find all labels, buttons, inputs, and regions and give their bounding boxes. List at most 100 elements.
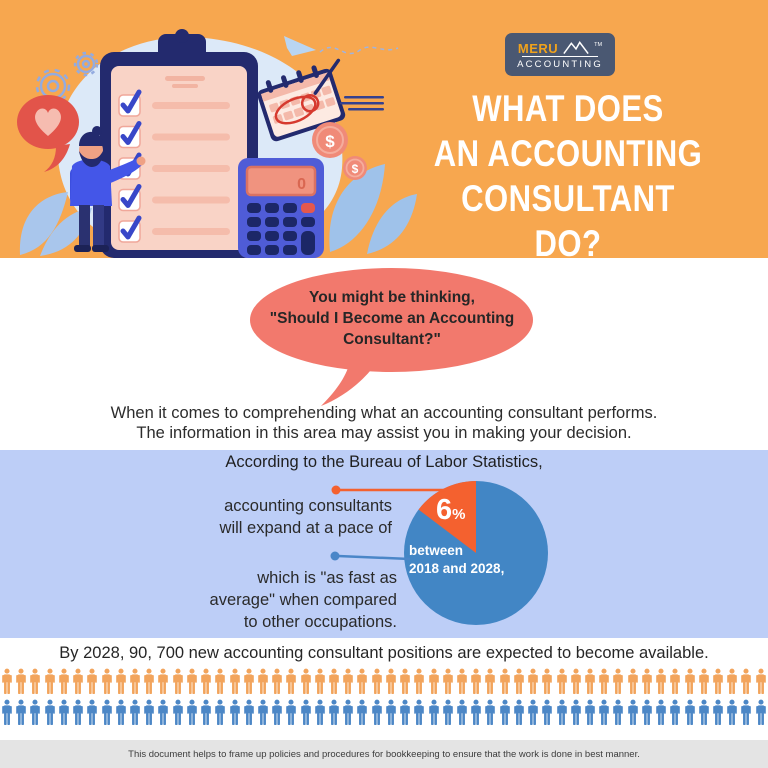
stats-callout-2: which is "as fast as average" when compa… bbox=[210, 567, 397, 633]
person-icon bbox=[670, 668, 681, 694]
person-icon bbox=[457, 668, 467, 694]
person-icon bbox=[44, 668, 55, 694]
person-icon bbox=[44, 699, 55, 725]
person-icon bbox=[755, 668, 766, 694]
person-icon bbox=[400, 668, 410, 694]
person-icon bbox=[599, 699, 609, 725]
person-icon bbox=[243, 699, 254, 725]
person-icon bbox=[101, 668, 112, 694]
person-icon bbox=[144, 668, 154, 694]
person-icon bbox=[698, 699, 709, 725]
pie-chart bbox=[330, 481, 548, 625]
person-icon bbox=[201, 699, 211, 725]
person-icon bbox=[556, 668, 567, 694]
checklist-rows bbox=[118, 89, 230, 243]
person-icon bbox=[642, 699, 652, 725]
brand-logo: MERU TM ACCOUNTING bbox=[505, 33, 615, 76]
person-icon bbox=[158, 699, 169, 725]
person-icon bbox=[727, 699, 737, 725]
pie-value-number: 6 bbox=[436, 494, 453, 526]
person-icon bbox=[642, 668, 652, 694]
person-icon bbox=[656, 699, 666, 725]
person-icon bbox=[599, 668, 609, 694]
person-icon bbox=[16, 699, 27, 725]
brand-name-bottom: ACCOUNTING bbox=[517, 58, 603, 70]
person-icon bbox=[428, 668, 439, 694]
person-icon bbox=[286, 699, 297, 725]
person-icon bbox=[542, 699, 553, 725]
person-icon bbox=[144, 699, 154, 725]
person-icon bbox=[514, 699, 524, 725]
person-icon bbox=[59, 699, 69, 725]
person-icon bbox=[229, 668, 240, 694]
paragraph-line-2: The information in this area may assist … bbox=[136, 423, 632, 442]
page-title: WHAT DOES AN ACCOUNTING CONSULTANT DO? bbox=[425, 86, 711, 266]
person-icon bbox=[286, 668, 297, 694]
person-icon bbox=[570, 668, 581, 694]
title-line-1: WHAT DOES bbox=[472, 88, 664, 129]
person-icon bbox=[130, 668, 140, 694]
person-icon bbox=[258, 699, 268, 725]
period-line-1: between bbox=[409, 543, 464, 558]
person-icon bbox=[87, 699, 98, 725]
pie-period-label: between 2018 and 2028, bbox=[409, 542, 504, 577]
person-icon bbox=[87, 668, 98, 694]
pie-value-label: 6% bbox=[436, 494, 465, 527]
person-icon bbox=[570, 699, 581, 725]
person-illustration bbox=[70, 126, 146, 252]
person-icon bbox=[73, 668, 83, 694]
pie-slice-6pct bbox=[418, 481, 476, 553]
person-icon bbox=[2, 699, 12, 725]
person-icon bbox=[30, 699, 41, 725]
person-icon bbox=[115, 699, 126, 725]
person-icon bbox=[684, 699, 695, 725]
speech-bubble-text: You might be thinking, "Should I Become … bbox=[252, 287, 532, 350]
person-icon bbox=[627, 668, 638, 694]
person-icon bbox=[115, 668, 126, 694]
footer-note: This document helps to frame up policies… bbox=[0, 740, 768, 768]
person-icon bbox=[172, 699, 183, 725]
person-icon bbox=[158, 668, 169, 694]
pictograph-row-2 bbox=[0, 698, 768, 728]
svg-text:$: $ bbox=[325, 132, 335, 151]
person-icon bbox=[187, 668, 197, 694]
header-section: $ $ 0 MERU bbox=[0, 0, 768, 264]
person-icon bbox=[428, 699, 439, 725]
person-icon bbox=[130, 699, 140, 725]
person-icon bbox=[613, 668, 624, 694]
callout-line-blue bbox=[330, 551, 411, 561]
person-icon bbox=[315, 699, 325, 725]
statistics-section: According to the Bureau of Labor Statist… bbox=[0, 450, 768, 638]
person-icon bbox=[698, 668, 709, 694]
paragraph-line-1: When it comes to comprehending what an a… bbox=[110, 404, 658, 422]
person-icon bbox=[386, 699, 396, 725]
person-icon bbox=[585, 699, 595, 725]
person-icon bbox=[343, 699, 354, 725]
person-icon bbox=[371, 699, 382, 725]
person-icon bbox=[499, 668, 510, 694]
person-icon bbox=[30, 668, 41, 694]
person-icon bbox=[187, 699, 197, 725]
person-icon bbox=[485, 699, 496, 725]
person-icon bbox=[727, 668, 737, 694]
person-icon bbox=[229, 699, 240, 725]
person-icon bbox=[400, 699, 410, 725]
person-icon bbox=[499, 699, 510, 725]
person-icon bbox=[713, 668, 723, 694]
pictograph bbox=[0, 667, 768, 729]
calculator-icon: 0 bbox=[238, 158, 324, 258]
person-icon bbox=[215, 668, 226, 694]
bubble-line-2: "Should I Become an Accounting bbox=[269, 310, 515, 327]
person-icon bbox=[258, 668, 268, 694]
callout1-line-2: will expand at a pace of bbox=[219, 519, 392, 537]
calendar-icon bbox=[257, 58, 346, 142]
bubble-line-3: Consultant?" bbox=[343, 331, 441, 348]
stats-heading: According to the Bureau of Labor Statist… bbox=[225, 453, 543, 471]
person-icon bbox=[656, 668, 666, 694]
person-icon bbox=[585, 668, 595, 694]
intro-paragraph: When it comes to comprehending what an a… bbox=[0, 404, 768, 443]
person-icon bbox=[670, 699, 681, 725]
person-icon bbox=[457, 699, 467, 725]
brand-name-top: MERU bbox=[517, 40, 559, 56]
